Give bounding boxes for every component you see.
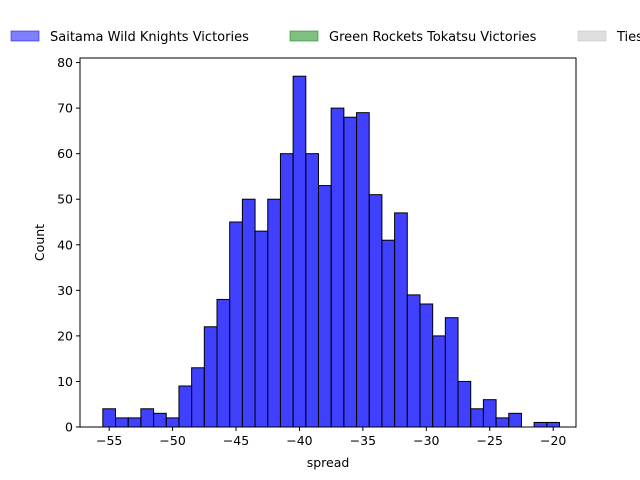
y-tick-label: 70 — [57, 101, 73, 116]
legend-label-saitama: Saitama Wild Knights Victories — [50, 30, 249, 45]
histogram-bar — [432, 335, 446, 428]
histogram-bar — [140, 408, 155, 428]
histogram-bar — [216, 298, 231, 428]
histogram-bar — [305, 153, 319, 428]
x-axis-ticks: −55 −50 −45 −40 −35 −30 −25 −20 — [96, 427, 566, 448]
histogram-bar — [241, 198, 256, 428]
plot-frame — [79, 57, 577, 428]
y-tick-label: 40 — [57, 237, 73, 252]
x-tick-label: −55 — [96, 433, 122, 448]
histogram-bar — [267, 198, 281, 428]
histogram-bar — [444, 317, 459, 428]
legend-label-green-rockets: Green Rockets Tokatsu Victories — [329, 30, 537, 45]
legend-swatch-ties — [577, 30, 607, 42]
x-tick-label: −25 — [477, 433, 503, 448]
histogram-bar — [317, 185, 332, 428]
bars-group — [102, 75, 561, 428]
x-tick-label: −35 — [350, 433, 376, 448]
legend-swatch-green-rockets — [289, 30, 319, 42]
x-tick-label: −50 — [159, 433, 185, 448]
histogram-bar — [470, 408, 484, 428]
histogram-bar — [165, 417, 180, 428]
histogram-bar — [191, 367, 205, 428]
y-tick-label: 80 — [57, 55, 73, 70]
x-tick-label: −40 — [286, 433, 312, 448]
histogram-bar — [102, 408, 117, 428]
x-axis-label: spread — [307, 455, 350, 470]
y-tick-label: 0 — [65, 420, 73, 435]
histogram-bar — [495, 417, 510, 428]
histogram-bar — [203, 326, 218, 428]
y-tick-label: 20 — [57, 328, 73, 343]
x-tick-label: −20 — [540, 433, 566, 448]
histogram-bar — [406, 294, 421, 428]
histogram-bar — [368, 194, 383, 428]
histogram-bar — [508, 412, 522, 428]
histogram-bar — [394, 212, 408, 428]
x-tick-label: −30 — [413, 433, 439, 448]
legend: Saitama Wild Knights Victories Green Roc… — [10, 30, 640, 45]
legend-label-ties: Ties — [616, 30, 640, 45]
y-tick-label: 50 — [57, 192, 73, 207]
histogram-bar — [419, 303, 434, 428]
histogram-bar — [546, 421, 561, 428]
histogram-bar — [533, 421, 548, 428]
histogram-bar — [229, 221, 243, 428]
histogram-bar — [457, 380, 472, 428]
y-tick-label: 30 — [57, 283, 73, 298]
histogram-bar — [343, 116, 358, 428]
legend-swatch-saitama — [10, 30, 40, 42]
histogram-bar — [292, 75, 307, 428]
y-axis-label: Count — [32, 224, 47, 261]
histogram-bar — [127, 417, 142, 428]
histogram-bar — [482, 399, 497, 428]
histogram-bar — [254, 230, 269, 428]
histogram-bar — [356, 112, 370, 428]
y-axis-ticks: 0 10 20 30 40 50 60 70 80 — [57, 55, 80, 435]
y-tick-label: 60 — [57, 146, 73, 161]
histogram-bar — [153, 412, 167, 428]
histogram-bar — [330, 107, 345, 428]
x-tick-label: −45 — [223, 433, 249, 448]
histogram-bar — [178, 385, 193, 428]
histogram-bar — [115, 417, 129, 428]
histogram-bar — [381, 239, 396, 428]
histogram-bar — [279, 153, 294, 428]
y-tick-label: 10 — [57, 374, 73, 389]
